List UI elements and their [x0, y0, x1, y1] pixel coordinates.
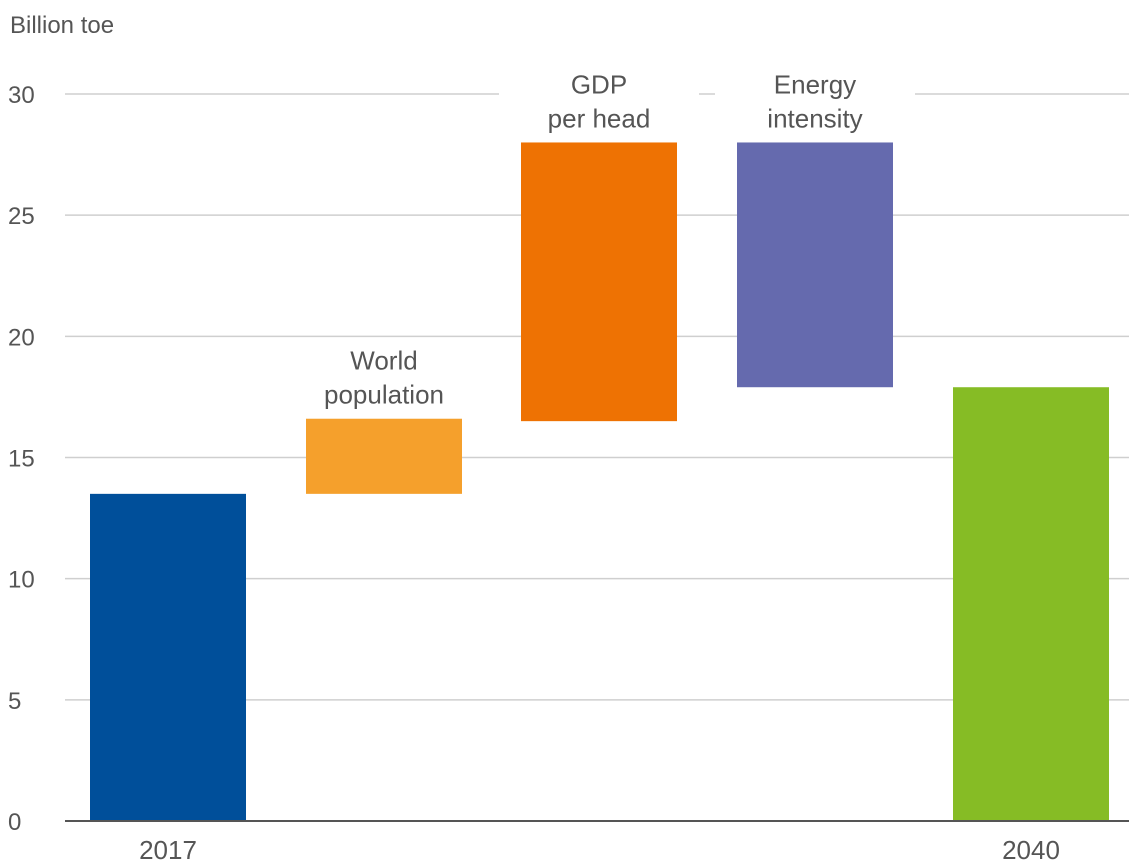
y-axis-unit-label: Billion toe	[10, 12, 114, 39]
bars	[90, 142, 1109, 821]
bar	[90, 493, 246, 821]
category-label: Energy	[774, 69, 856, 99]
label-background	[715, 63, 915, 140]
label-background	[284, 339, 484, 416]
y-tick-labels: 0 5 10 15 20 25 30	[8, 82, 35, 836]
bar	[953, 387, 1109, 821]
label-background	[499, 63, 699, 140]
y-tick-label: 20	[8, 324, 35, 351]
category-label: per head	[548, 103, 651, 133]
category-label: GDP	[571, 69, 627, 99]
y-tick-label: 10	[8, 567, 35, 594]
category-label: World	[350, 346, 417, 376]
category-label: intensity	[767, 103, 862, 133]
bar	[306, 418, 462, 494]
category-labels: 2017 World population GDP per head Energy inte…	[139, 63, 1060, 865]
category-label: 2040	[1002, 835, 1060, 865]
y-tick-label: 25	[8, 203, 35, 230]
y-tick-label: 30	[8, 82, 35, 109]
category-label: population	[324, 380, 444, 410]
y-tick-label: 5	[8, 688, 21, 715]
y-tick-label: 15	[8, 446, 35, 473]
category-label: 2017	[139, 835, 197, 865]
y-tick-label: 0	[8, 809, 21, 836]
bar	[737, 142, 893, 388]
bar	[521, 142, 677, 422]
